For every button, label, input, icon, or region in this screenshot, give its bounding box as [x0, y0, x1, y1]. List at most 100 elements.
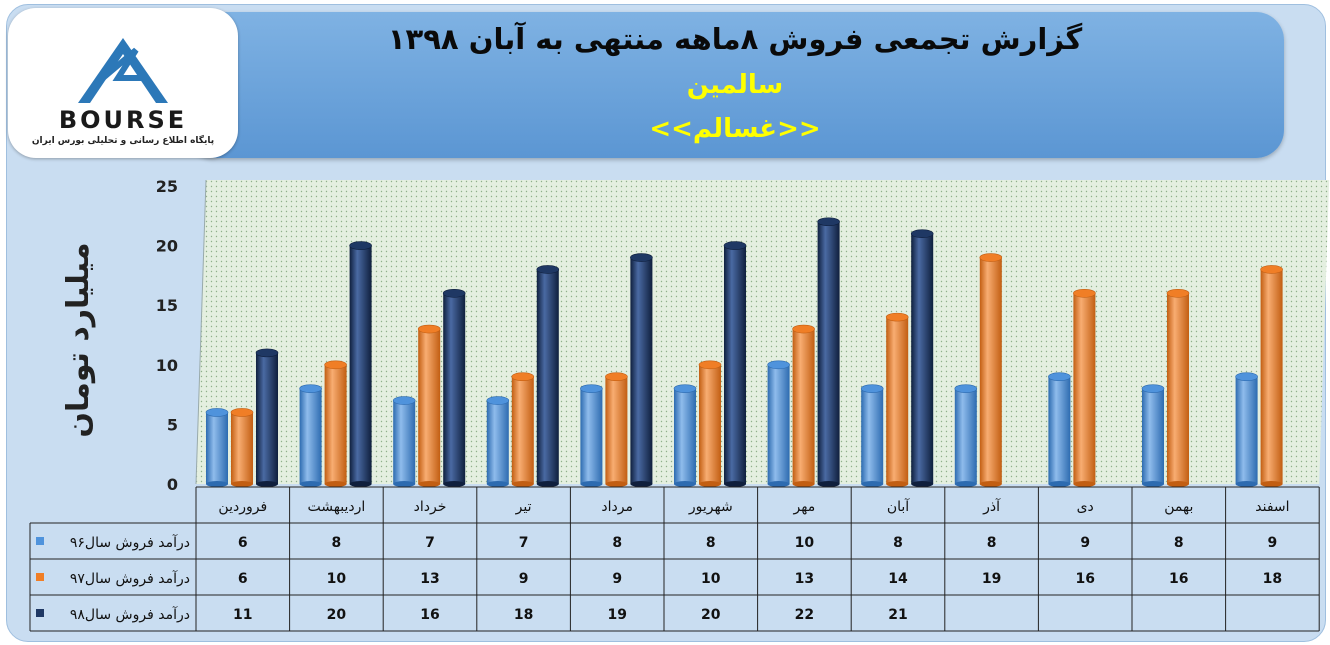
bar-top [392, 396, 416, 405]
bar-body [767, 364, 790, 484]
bar-bottom [954, 481, 977, 487]
bar-body [605, 376, 628, 484]
bar-bottom [861, 481, 884, 487]
bar-bottom [1260, 481, 1283, 487]
x-tick-label: شهریور [688, 499, 733, 515]
bar [817, 217, 840, 487]
data-label: 6 [238, 535, 248, 551]
bar [698, 360, 722, 487]
bar-top [1260, 265, 1283, 274]
data-label: 16 [1169, 571, 1188, 587]
bar-top [486, 396, 510, 405]
bar-body [1167, 293, 1189, 484]
bar-bottom [418, 481, 441, 487]
data-label: 8 [332, 535, 342, 551]
data-label: 19 [982, 571, 1001, 587]
bar-top [580, 384, 603, 393]
data-label: 16 [1075, 571, 1094, 587]
bar-bottom [1235, 481, 1258, 487]
x-tick-label: آذر [982, 498, 1001, 515]
bar-bottom [1073, 481, 1096, 487]
ticker-symbol: <<غسالم>> [649, 114, 821, 144]
x-tick-label: مهر [793, 499, 816, 515]
bar-bottom [792, 481, 815, 487]
bar-top [605, 372, 628, 382]
bar [1260, 265, 1283, 487]
bar-bottom [817, 481, 840, 487]
chart-title: گزارش تجمعی فروش ۸ماهه منتهی به آبان ۱۳۹… [387, 22, 1083, 56]
bar-top [1141, 384, 1165, 393]
bar-body [699, 364, 721, 484]
bar-bottom [486, 481, 509, 487]
bar-bottom [536, 481, 559, 487]
data-label: 7 [425, 535, 435, 551]
data-label: 20 [701, 607, 721, 623]
bar-top [954, 384, 978, 393]
data-label: 8 [1174, 535, 1184, 551]
bar-bottom [979, 481, 1002, 487]
bar [1048, 372, 1071, 487]
bar-bottom [911, 481, 934, 487]
bar [1141, 384, 1165, 487]
x-tick-label: خرداد [414, 499, 447, 515]
data-label: 9 [1080, 535, 1090, 551]
bar-body [1073, 293, 1096, 484]
bar-body [206, 412, 228, 484]
bar [860, 384, 884, 487]
bar-top [417, 324, 441, 334]
data-label: 19 [607, 607, 626, 623]
bar-top [767, 360, 790, 370]
legend-label: درآمد فروش سال۹۶ [70, 534, 190, 551]
bar [230, 408, 254, 487]
bar-top [698, 360, 722, 370]
bar [255, 348, 279, 487]
x-tick-label: دی [1077, 499, 1094, 515]
bar [1166, 288, 1190, 487]
bar [605, 372, 628, 487]
plot-background [196, 180, 1330, 484]
bar-body [724, 245, 746, 484]
bar [486, 396, 510, 487]
bar [536, 265, 560, 487]
plot-side-edge [195, 179, 207, 485]
data-label: 10 [795, 535, 815, 551]
bar-body [1260, 269, 1283, 484]
x-tick-label: اردیبهشت [308, 499, 366, 515]
bar-top [349, 241, 372, 250]
bar [392, 396, 416, 487]
bar-top [630, 253, 653, 262]
bar-body [393, 400, 416, 484]
legend-label: درآمد فروش سال۹۷ [70, 570, 190, 587]
bar-body [861, 388, 884, 484]
logo-text: BOURSE [58, 106, 188, 134]
data-label: 9 [612, 571, 622, 587]
bar-body [443, 293, 466, 484]
bar-top [979, 253, 1003, 262]
y-tick-label: 25 [156, 177, 178, 196]
bar-bottom [1167, 481, 1189, 487]
bar-body [979, 257, 1002, 484]
bar-top [1048, 372, 1071, 382]
bar [299, 384, 322, 487]
bar [442, 288, 466, 487]
bar-bottom [580, 481, 603, 487]
bar-body [349, 245, 372, 484]
bar [630, 253, 653, 487]
bar [723, 241, 747, 487]
bar-bottom [231, 481, 253, 487]
bar-bottom [605, 481, 628, 487]
data-label: 20 [327, 607, 347, 623]
bar-body [536, 269, 559, 484]
bar-body [954, 388, 977, 484]
data-label: 8 [893, 535, 903, 551]
x-tick-label: آبان [887, 498, 910, 515]
x-tick-label: تیر [515, 499, 532, 515]
data-label: 22 [795, 607, 814, 623]
bar [910, 229, 934, 487]
data-label: 10 [327, 571, 347, 587]
bar-bottom [443, 481, 466, 487]
bar [349, 241, 372, 487]
legend-swatch [36, 573, 44, 581]
bar-bottom [1142, 481, 1164, 487]
bar [1073, 288, 1096, 487]
